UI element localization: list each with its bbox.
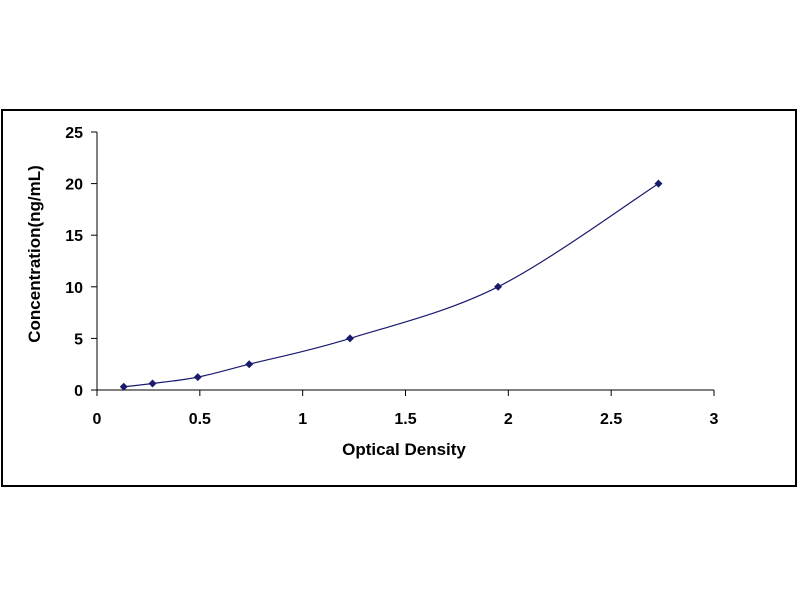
data-point (148, 379, 157, 388)
data-point (494, 282, 503, 291)
x-tick-label: 3 (710, 411, 719, 428)
y-axis-title: Concentration(ng/mL) (25, 165, 44, 343)
y-tick-label: 20 (65, 177, 83, 194)
x-axis-title: Optical Density (342, 440, 466, 459)
y-tick-label: 5 (74, 331, 83, 348)
x-tick-label: 2 (504, 411, 513, 428)
data-point (245, 360, 254, 369)
axes (96, 132, 714, 391)
data-point (193, 373, 202, 382)
x-tick-label: 0 (93, 411, 102, 428)
y-tick-label: 25 (65, 125, 83, 142)
y-tick-label: 10 (65, 280, 83, 297)
x-tick-label: 2.5 (600, 411, 622, 428)
data-point (345, 334, 354, 343)
chart-frame (1, 109, 797, 487)
fit-curve (123, 183, 659, 388)
data-point (654, 179, 663, 188)
y-tick-label: 15 (65, 228, 83, 245)
x-tick-label: 0.5 (189, 411, 211, 428)
ticks: 0 0.5 1 1.5 2 2.5 3 0 5 10 15 20 25 (65, 125, 718, 428)
data-points (119, 179, 663, 391)
data-point (119, 382, 128, 391)
x-tick-label: 1.5 (394, 411, 416, 428)
x-tick-label: 1 (298, 411, 307, 428)
y-tick-label: 0 (74, 383, 83, 400)
